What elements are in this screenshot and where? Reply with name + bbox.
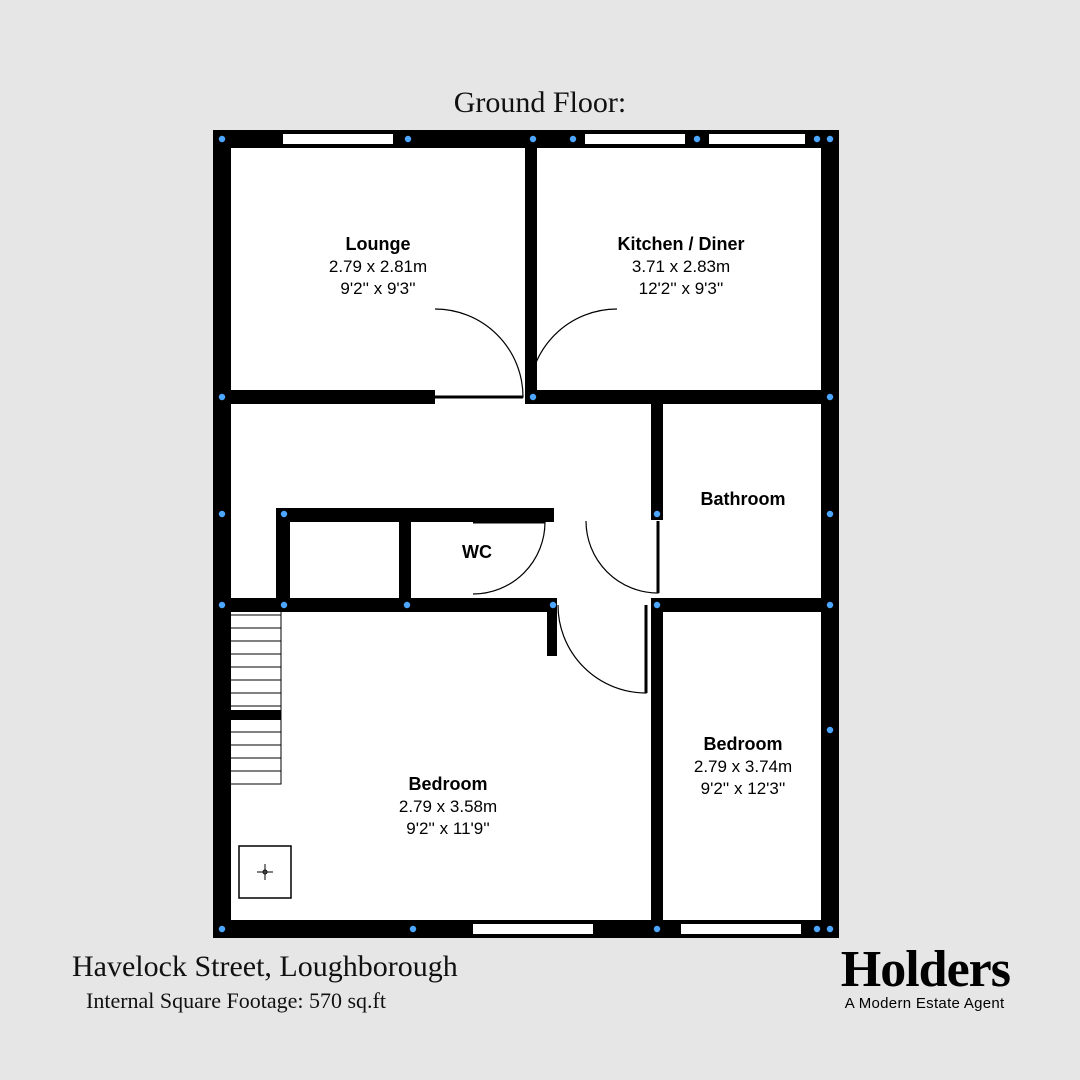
svg-text:Bathroom: Bathroom: [701, 489, 786, 509]
address-text: Havelock Street, Loughborough: [72, 950, 458, 984]
svg-text:3.71 x 2.83m: 3.71 x 2.83m: [632, 257, 730, 276]
svg-text:12'2'' x 9'3'': 12'2'' x 9'3'': [639, 279, 724, 298]
svg-text:2.79 x 2.81m: 2.79 x 2.81m: [329, 257, 427, 276]
floorplan: Lounge 2.79 x 2.81m 9'2'' x 9'3'' Kitchen /…: [213, 130, 867, 943]
footage-text: Internal Square Footage: 570 sq.ft: [86, 988, 386, 1014]
svg-text:9'2'' x 12'3'': 9'2'' x 12'3'': [701, 779, 786, 798]
brand-name: Holders: [841, 940, 1010, 999]
svg-text:Lounge: Lounge: [346, 234, 411, 254]
svg-text:2.79 x 3.74m: 2.79 x 3.74m: [694, 757, 792, 776]
svg-text:9'2'' x 9'3'': 9'2'' x 9'3'': [340, 279, 415, 298]
brand-tagline: A Modern Estate Agent: [841, 995, 1010, 1012]
svg-text:Bedroom: Bedroom: [703, 734, 782, 754]
svg-text:Bedroom: Bedroom: [408, 774, 487, 794]
brand-block: Holders A Modern Estate Agent: [841, 940, 1010, 1012]
svg-text:Kitchen / Diner: Kitchen / Diner: [617, 234, 744, 254]
page-title: Ground Floor:: [0, 86, 1080, 120]
svg-text:2.79 x 3.58m: 2.79 x 3.58m: [399, 797, 497, 816]
svg-text:9'2'' x 11'9'': 9'2'' x 11'9'': [406, 819, 489, 838]
svg-text:WC: WC: [462, 542, 492, 562]
